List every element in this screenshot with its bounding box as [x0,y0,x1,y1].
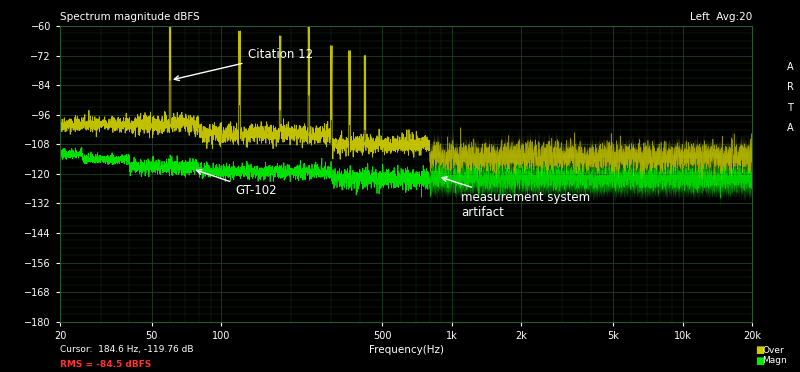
Text: R: R [787,83,794,92]
Text: A: A [787,62,794,72]
Text: Cursor:  184.6 Hz, -119.76 dB: Cursor: 184.6 Hz, -119.76 dB [60,345,194,354]
Text: Citation 12: Citation 12 [174,48,313,80]
X-axis label: Frequency(Hz): Frequency(Hz) [369,345,443,355]
Text: measurement system
artifact: measurement system artifact [442,177,590,219]
Text: ■: ■ [755,346,765,355]
Text: Magn: Magn [762,356,787,365]
Text: GT-102: GT-102 [197,170,277,197]
Text: Over: Over [762,346,784,355]
Text: A: A [787,124,794,133]
Text: Spectrum magnitude dBFS: Spectrum magnitude dBFS [60,13,200,22]
Text: Left  Avg:20: Left Avg:20 [690,13,752,22]
Text: T: T [787,103,794,113]
Text: RMS = -84.5 dBFS: RMS = -84.5 dBFS [60,360,151,369]
Text: ■: ■ [755,356,765,366]
